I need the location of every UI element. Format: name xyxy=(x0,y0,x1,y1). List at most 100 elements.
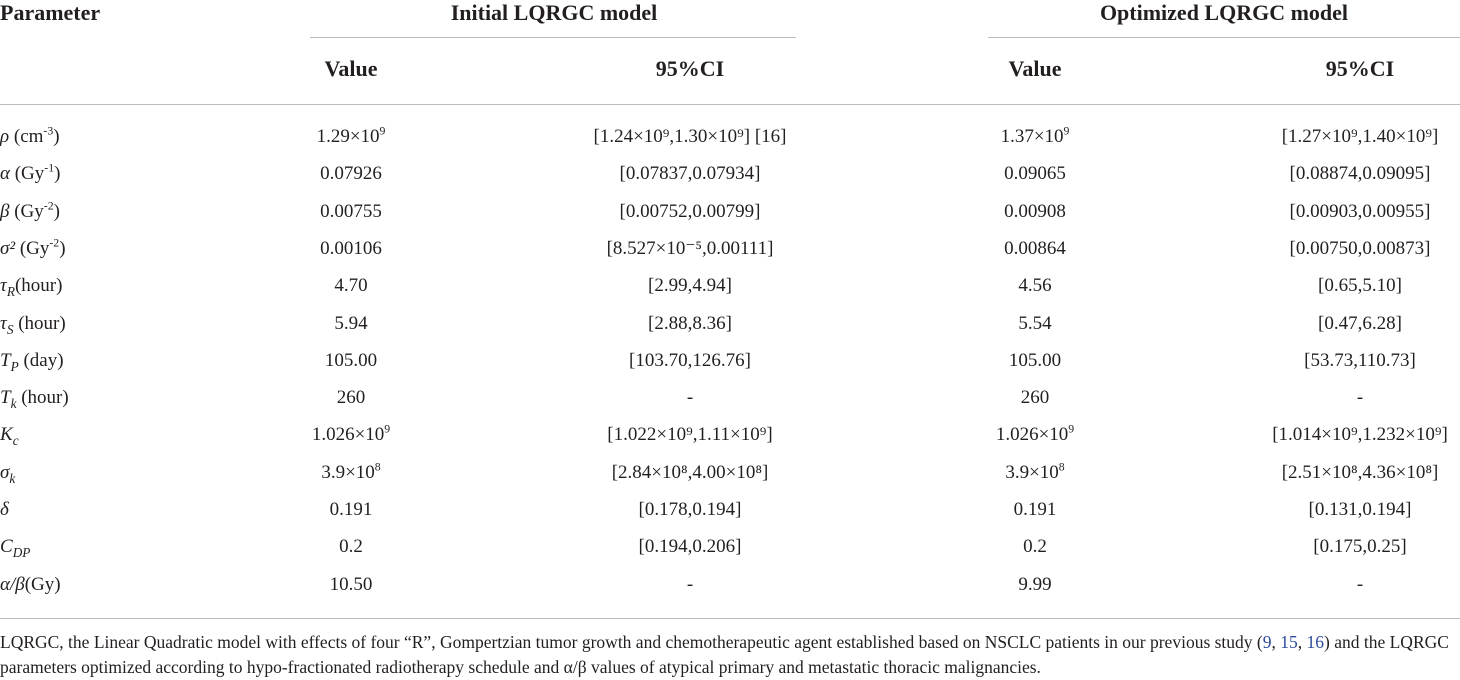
param-symbol: α xyxy=(0,163,10,185)
footnote-ref-link[interactable]: 15 xyxy=(1280,632,1298,652)
optimized-value-cell: 9.99 xyxy=(935,566,1135,603)
optimized-ci-cell: [2.51×10⁸,4.36×10⁸] xyxy=(1281,461,1439,483)
param-unit-close: ) xyxy=(59,237,66,259)
param-symbol: T xyxy=(0,349,11,371)
table-row: TP (day) 105.00 [103.70,126.76] 105.00 [53.7… xyxy=(0,342,1460,379)
footnote-sep: , xyxy=(1271,632,1281,652)
optimized-ci-cell: [1.014×10⁹,1.232×10⁹] xyxy=(1272,424,1448,446)
param-symbol: K xyxy=(0,424,13,446)
param-cell: σk xyxy=(0,454,15,491)
param-cell: ρ (cm-3) xyxy=(0,118,60,155)
footnote-text-b: ) and the LQRGC parameters optimized acc… xyxy=(0,632,1449,677)
param-subscript: R xyxy=(6,283,15,299)
param-cell: σ² (Gy-2) xyxy=(0,230,66,267)
optimized-value-cell: 0.09065 xyxy=(935,155,1135,192)
initial-value: 10.50 xyxy=(329,573,373,595)
initial-ci-cell: [8.527×10⁻⁵,0.00111] xyxy=(606,237,774,259)
param-cell: β (Gy-2) xyxy=(0,193,60,230)
header-initial-value: Value xyxy=(324,56,378,81)
initial-value-cell: 0.00755 xyxy=(251,193,451,230)
param-cell: Kc xyxy=(0,416,19,453)
optimized-ci-cell: [1.27×10⁹,1.40×10⁹] xyxy=(1281,126,1439,147)
initial-ci-cell: [1.24×10⁹,1.30×10⁹] [16] xyxy=(593,126,787,147)
optimized-ci-cell: [0.65,5.10] xyxy=(1318,275,1402,297)
initial-ci-cell: [0.00752,0.00799] xyxy=(619,200,761,222)
param-subscript: DP xyxy=(12,545,31,561)
optimized-value: 4.56 xyxy=(1018,275,1052,297)
table-row: δ 0.191 [0.178,0.194] 0.191 [0.131,0.194] xyxy=(0,491,1460,528)
initial-value: 0.07926 xyxy=(320,163,382,185)
header-optimized-model: Optimized LQRGC model xyxy=(1099,0,1349,25)
initial-ci-cell: [2.88,8.36] xyxy=(648,312,732,334)
optimized-value: 0.2 xyxy=(1023,536,1047,558)
footnote-sep: , xyxy=(1297,632,1307,652)
param-cell: δ xyxy=(0,491,9,528)
param-symbol: α/β xyxy=(0,573,25,595)
param-unit-exponent: -1 xyxy=(44,161,55,175)
param-cell: TP (day) xyxy=(0,342,64,379)
param-cell: τR(hour) xyxy=(0,267,62,304)
initial-value: 3.9×10 xyxy=(321,461,375,483)
table-row: σk 3.9×108 [2.84×10⁸,4.00×10⁸] 3.9×108 [2.51… xyxy=(0,454,1460,491)
initial-value-exponent: 8 xyxy=(374,460,381,474)
initial-value-cell: 0.191 xyxy=(251,491,451,528)
initial-value: 0.00755 xyxy=(320,200,382,222)
initial-ci-cell: [0.07837,0.07934] xyxy=(619,163,761,185)
table-row: α/β(Gy) 10.50 - 9.99 - xyxy=(0,566,1460,603)
optimized-ci-cell: [53.73,110.73] xyxy=(1304,349,1416,371)
optimized-value-cell: 105.00 xyxy=(935,342,1135,379)
param-cell: α (Gy-1) xyxy=(0,155,60,192)
param-subscript: P xyxy=(10,358,19,374)
initial-value: 4.70 xyxy=(334,275,368,297)
table-row: τR(hour) 4.70 [2.99,4.94] 4.56 [0.65,5.10] xyxy=(0,267,1460,304)
param-cell: CDP xyxy=(0,528,30,565)
table-row: β (Gy-2) 0.00755 [0.00752,0.00799] 0.00908 [… xyxy=(0,193,1460,230)
initial-value: 0.191 xyxy=(329,499,373,520)
optimized-value-cell: 0.00864 xyxy=(935,230,1135,267)
optimized-ci-cell: [0.00903,0.00955] xyxy=(1289,200,1431,222)
initial-value-cell: 5.94 xyxy=(251,305,451,342)
optimized-value: 0.00864 xyxy=(1004,237,1066,259)
footnote-ref-link[interactable]: 16 xyxy=(1306,632,1325,652)
initial-ci-cell: [103.70,126.76] xyxy=(629,349,751,371)
optimized-ci-cell: [0.131,0.194] xyxy=(1308,499,1412,520)
optimized-ci-cell: [0.08874,0.09095] xyxy=(1289,163,1431,185)
optimized-value: 0.09065 xyxy=(1004,163,1066,185)
param-subscript: S xyxy=(6,321,14,337)
initial-value-exponent: 9 xyxy=(379,124,386,138)
optimized-value-cell: 3.9×108 xyxy=(935,454,1135,491)
initial-value: 1.29×10 xyxy=(316,126,380,147)
param-symbol: β xyxy=(0,200,10,222)
optimized-value: 9.99 xyxy=(1018,573,1052,595)
param-cell: Tk (hour) xyxy=(0,379,69,416)
param-unit-close: ) xyxy=(53,126,60,147)
initial-value-cell: 4.70 xyxy=(251,267,451,304)
param-unit: (Gy xyxy=(9,163,45,185)
param-unit: (Gy xyxy=(15,237,50,259)
header-optimized-value: Value xyxy=(1008,56,1062,81)
param-cell: τS (hour) xyxy=(0,305,66,342)
initial-value-cell: 260 xyxy=(251,379,451,416)
optimized-value: 105.00 xyxy=(1008,349,1062,371)
param-unit: (day) xyxy=(18,349,64,371)
footnote-ref-link[interactable]: 9 xyxy=(1262,632,1272,652)
initial-value: 0.00106 xyxy=(320,237,382,259)
param-symbol: C xyxy=(0,536,13,558)
param-unit: (Gy xyxy=(9,200,44,222)
optimized-value-cell: 0.2 xyxy=(935,528,1135,565)
param-subscript: k xyxy=(9,470,16,486)
initial-ci-cell: [0.178,0.194] xyxy=(638,499,742,520)
param-symbol: T xyxy=(0,387,11,409)
param-symbol: ρ xyxy=(0,126,10,147)
initial-value: 5.94 xyxy=(334,312,368,334)
param-symbol: σ xyxy=(0,461,10,483)
param-unit-close: ) xyxy=(53,200,60,222)
optimized-value: 5.54 xyxy=(1018,312,1052,334)
table-row: Tk (hour) 260 - 260 - xyxy=(0,379,1460,416)
header-initial-model: Initial LQRGC model xyxy=(450,0,658,25)
optimized-value-cell: 1.37×109 xyxy=(935,118,1135,155)
initial-ci-cell: [2.99,4.94] xyxy=(648,275,732,297)
initial-value-cell: 10.50 xyxy=(251,566,451,603)
initial-ci-cell: - xyxy=(686,387,694,409)
param-unit-exponent: -2 xyxy=(43,199,54,213)
